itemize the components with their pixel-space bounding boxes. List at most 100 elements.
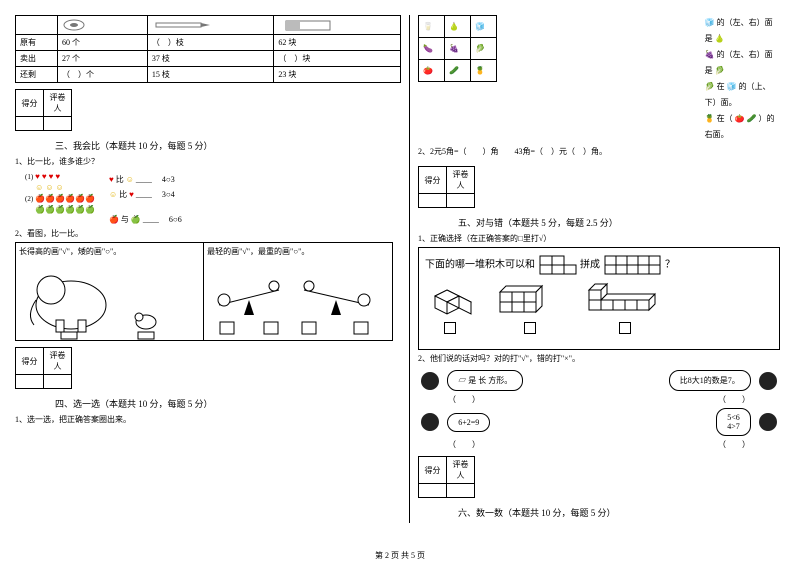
paren: （ ） [448,439,480,450]
txt: 的（左、右）面是 [705,18,773,43]
paren: （ ） [718,394,750,405]
heart-icon: ♥ ♥ ♥ ♥ [35,172,60,181]
header-img3 [274,16,401,35]
pos-line: 🧊 的（左、右）面是 🍐 [705,15,780,47]
txt: 4>7 [727,422,740,431]
q3-2: 2、看图，比一比。 [15,228,401,239]
position-text: 🧊 的（左、右）面是 🍐 🍇 的（左、右）面是 🥬 🥬 在 🧊 的（上、下）面。… [705,15,780,143]
cell: （ ）枝 [147,35,274,51]
txt: 在（ [717,114,733,123]
table-row: 原有 60 个 （ ）枝 62 块 [16,35,401,51]
row4: (2) 🍏🍏🍏🍏🍏🍏 [25,205,95,214]
cell: 37 枝 [147,51,274,67]
cell: 62 块 [274,35,401,51]
face-icon [759,372,777,390]
blocks-opt2-icon [495,282,565,322]
cell: 15 枝 [147,67,274,83]
option-a [425,282,475,337]
bubble: 比8大1的数是7。 [669,370,751,391]
paren-row: （ ） （ ） [418,394,780,405]
sharpener-icon [62,18,102,32]
header-img2 [147,16,274,35]
eraser-icon [278,18,338,32]
cell: （ ）块 [274,51,401,67]
paren: （ ） [718,439,750,450]
txt: ）的右面。 [705,114,775,139]
paren: （ ） [448,394,480,405]
grader-label: 评卷人 [44,90,72,117]
speech-right: 比8大1的数是7。 [666,367,780,394]
heart-icon: ♥ [129,190,134,199]
seesaw-icon [204,260,384,340]
cmp-word: 与 [121,215,129,224]
option-b [495,282,565,337]
panel-left: 长得高的画"√"，矮的画"○"。 [15,242,204,341]
section3-title: 三、我会比（本题共 10 分，每题 5 分） [55,139,401,152]
header-img1 [58,16,148,35]
position-block: 🥛🍐🧊 🍆🍇🥬 🍅🥒🍍 🧊 的（左、右）面是 🍐 🍇 的（左、右）面是 🥬 🥬 … [418,15,780,143]
checkbox[interactable] [524,322,536,334]
table-row [16,16,401,35]
txt: 5<6 [727,413,740,422]
elephant-mouse-icon [16,260,196,340]
blocks-target2-icon [603,254,663,276]
face-icon [421,413,439,431]
txt: 是 长 方形。 [468,376,512,385]
face-icon [759,413,777,431]
grader-label: 评卷人 [44,348,72,375]
score-box: 得分评卷人 [15,347,401,389]
checkbox[interactable] [444,322,456,334]
panel-title: 长得高的画"√"，矮的画"○"。 [16,243,203,260]
compare-block: (1) ♥ ♥ ♥ ♥ (1) ☺ ☺ ☺ (2) 🍎🍎🍎🍎🍎🍎 (2) 🍏🍏🍏… [15,170,401,225]
score-label: 得分 [16,90,44,117]
score-label: 得分 [419,167,447,194]
checkbox[interactable] [619,322,631,334]
txt: ？ [665,259,675,270]
heart-icon: ♥ [109,175,114,184]
speech-block: ▱ 是 长 方形。 比8大1的数是7。 （ ） （ ） 6+2=9 5<64>7 [418,367,780,450]
table-row: 还剩 （ ）个 15 枝 23 块 [16,67,401,83]
panel-title: 最轻的画"√"，最重的画"○"。 [204,243,392,260]
left-column: 原有 60 个 （ ）枝 62 块 卖出 27 个 37 枝 （ ）块 还剩 （… [15,15,410,523]
cmp-line: ♥ 比 ☺ ____ 4○3 [109,174,182,185]
blocks-question: 下面的哪一堆积木可以和 拼成 ？ [418,247,780,350]
section4-title: 四、选一选（本题共 10 分，每题 5 分） [55,397,401,410]
cell: （ ）个 [58,67,148,83]
bubble: ▱ 是 长 方形。 [447,370,523,391]
cell: 卖出 [16,51,58,67]
apple-red-icon: 🍎🍎🍎🍎🍎🍎 [35,194,95,203]
txt: 拼成 [580,259,600,270]
cell: 23 块 [274,67,401,83]
position-grid: 🥛🍐🧊 🍆🍇🥬 🍅🥒🍍 [418,15,697,143]
speech-row: 6+2=9 5<64>7 [418,405,780,439]
cmp-expr: 3○4 [162,190,175,199]
speech-left: ▱ 是 长 方形。 [418,367,526,394]
cmp-word: 比 [119,190,127,199]
pencil-icon [152,18,212,32]
compare-left: (1) ♥ ♥ ♥ ♥ (1) ☺ ☺ ☺ (2) 🍎🍎🍎🍎🍎🍎 (2) 🍏🍏🍏… [15,170,95,225]
grader-label: 评卷人 [447,167,475,194]
bubble: 5<64>7 [716,408,751,436]
txt: 下面的哪一堆积木可以和 [425,259,535,270]
panel-right: 最轻的画"√"，最重的画"○"。 [204,242,393,341]
q5-2: 2、他们说的话对吗？对的打"√"，错的打"×"。 [418,353,780,364]
blocks-opt1-icon [425,282,475,322]
inventory-table: 原有 60 个 （ ）枝 62 块 卖出 27 个 37 枝 （ ）块 还剩 （… [15,15,401,83]
smile-icon: ☺ ☺ ☺ [35,183,64,192]
score-box: 得分评卷人 [15,89,401,131]
cell: 还剩 [16,67,58,83]
cell: 原有 [16,35,58,51]
row3: (2) 🍎🍎🍎🍎🍎🍎 [25,194,95,203]
paren-row: （ ） （ ） [418,439,780,450]
txt: 在 [717,82,725,91]
cmp-line: 🍎 与 🍏 ____ 6○6 [109,214,182,225]
panels: 长得高的画"√"，矮的画"○"。 最轻的画"√"，最重的画"○"。 [15,242,401,341]
pos-line: 🍇 的（左、右）面是 🥬 [705,47,780,79]
cell: 60 个 [58,35,148,51]
blocks-opt3-icon [585,282,665,322]
q4-1: 1、选一选，把正确答案圈出来。 [15,414,401,425]
apple-red-icon: 🍎 [109,215,119,224]
bubble: 6+2=9 [447,413,490,432]
row1: (1) ♥ ♥ ♥ ♥ [25,172,95,181]
blocks-target1-icon [538,254,578,276]
